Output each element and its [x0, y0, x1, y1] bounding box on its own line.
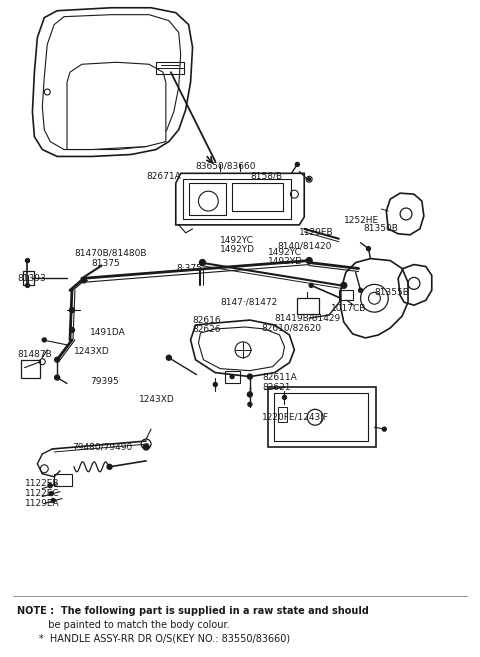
Text: 82610/82620: 82610/82620	[262, 323, 322, 332]
Text: 79480/79490: 79480/79490	[72, 443, 132, 451]
Text: 81470B/81480B: 81470B/81480B	[74, 248, 146, 257]
Text: *  HANDLE ASSY-RR DR O/S(KEY NO.: 83550/83660): * HANDLE ASSY-RR DR O/S(KEY NO.: 83550/8…	[17, 633, 290, 643]
Circle shape	[48, 484, 52, 487]
Circle shape	[25, 259, 29, 263]
Circle shape	[143, 444, 149, 450]
Text: 1122EC: 1122EC	[24, 489, 59, 498]
Circle shape	[70, 327, 74, 332]
Text: 1122EB: 1122EB	[24, 479, 59, 488]
Circle shape	[306, 258, 312, 263]
Circle shape	[42, 338, 46, 342]
Text: 79395: 79395	[90, 377, 119, 386]
Circle shape	[55, 375, 60, 380]
Text: 81487B: 81487B	[18, 350, 52, 359]
Text: 81393: 81393	[18, 274, 47, 283]
Bar	[232, 183, 284, 211]
Circle shape	[25, 283, 29, 287]
Text: 81350B: 81350B	[363, 224, 398, 233]
Circle shape	[167, 355, 171, 360]
Text: 82671A: 82671A	[146, 171, 181, 181]
Text: 1252HE: 1252HE	[344, 216, 379, 225]
Circle shape	[295, 162, 300, 166]
Circle shape	[81, 278, 86, 283]
Circle shape	[247, 374, 252, 379]
Bar	[225, 371, 240, 382]
Circle shape	[309, 283, 313, 287]
Circle shape	[230, 374, 234, 378]
Text: 1491DA: 1491DA	[90, 328, 125, 338]
Text: 81375: 81375	[92, 259, 120, 268]
Circle shape	[213, 382, 217, 386]
Bar	[268, 388, 376, 447]
Text: 1492YC: 1492YC	[220, 237, 254, 245]
Bar	[277, 407, 288, 422]
Text: 81419B/81429: 81419B/81429	[275, 313, 341, 323]
Text: 1017CB: 1017CB	[331, 304, 366, 313]
Circle shape	[359, 288, 362, 292]
Text: 1220FE/1243JF: 1220FE/1243JF	[262, 413, 329, 422]
Text: NOTE :  The following part is supplied in a raw state and should: NOTE : The following part is supplied in…	[17, 606, 369, 616]
Text: 82616: 82616	[192, 315, 221, 325]
Text: 1129EB: 1129EB	[300, 229, 334, 237]
Text: 81355B: 81355B	[374, 288, 409, 297]
Text: 83650/83660: 83650/83660	[195, 162, 256, 171]
Text: 1492YD: 1492YD	[268, 257, 303, 266]
Text: 82621: 82621	[263, 383, 291, 392]
Text: 1243XD: 1243XD	[139, 395, 175, 404]
Polygon shape	[67, 62, 166, 150]
Circle shape	[341, 283, 347, 288]
Bar	[23, 271, 35, 285]
Text: 1129EA: 1129EA	[24, 499, 59, 508]
Bar	[21, 360, 40, 378]
Circle shape	[107, 464, 112, 469]
Bar	[54, 474, 72, 486]
Text: 82611A: 82611A	[263, 373, 298, 382]
Circle shape	[367, 246, 371, 251]
Text: be painted to match the body colour.: be painted to match the body colour.	[17, 620, 229, 629]
Text: 82626: 82626	[192, 325, 221, 334]
Circle shape	[200, 260, 205, 265]
Circle shape	[247, 392, 252, 397]
Text: 1492YD: 1492YD	[220, 245, 255, 254]
Circle shape	[383, 427, 386, 431]
Bar	[183, 179, 291, 219]
Circle shape	[55, 357, 60, 362]
Circle shape	[70, 307, 74, 313]
Circle shape	[51, 499, 55, 503]
Bar	[297, 298, 319, 314]
Bar	[189, 183, 226, 215]
Circle shape	[248, 402, 252, 406]
Text: 1243XD: 1243XD	[74, 348, 110, 356]
Circle shape	[49, 491, 53, 495]
Text: 1492YC: 1492YC	[268, 248, 301, 257]
Circle shape	[308, 178, 311, 181]
Text: 8140/81420: 8140/81420	[277, 241, 332, 250]
Bar	[156, 62, 184, 74]
Text: 8147·/81472: 8147·/81472	[220, 298, 277, 307]
Bar	[339, 290, 353, 300]
Text: 8158/B: 8158/B	[250, 171, 282, 181]
Circle shape	[283, 396, 287, 399]
Text: 8·375: 8·375	[177, 264, 203, 273]
Bar	[274, 394, 368, 441]
